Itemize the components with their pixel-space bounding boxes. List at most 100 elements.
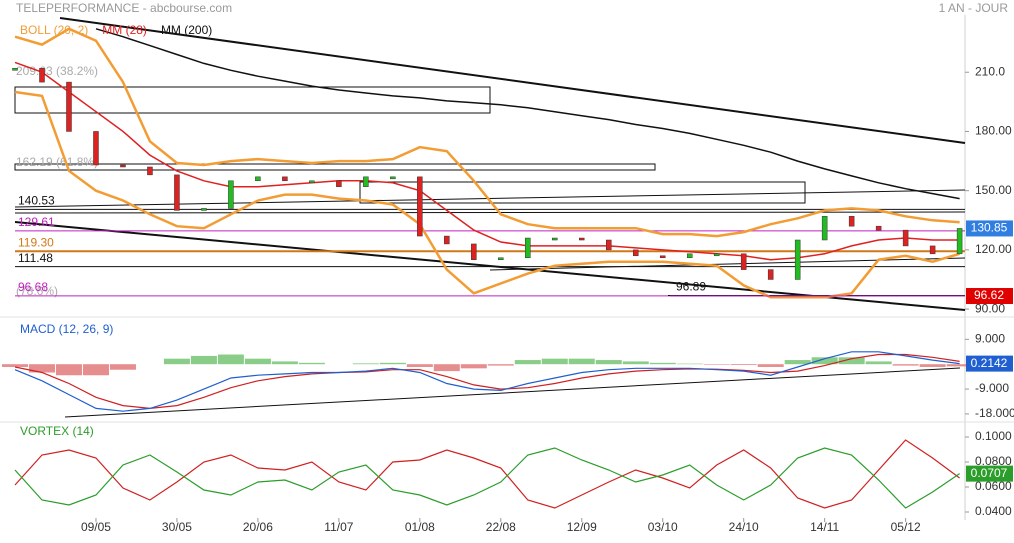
candle <box>255 176 261 182</box>
x-tick-label: 24/10 <box>729 520 759 534</box>
candle <box>659 255 666 259</box>
level-label: 96.68 <box>18 280 48 294</box>
price-tag-label: 96.62 <box>974 288 1004 302</box>
y-tick-label: 0.0400 <box>975 504 1012 518</box>
candle <box>848 216 855 227</box>
trend-line <box>59 17 966 144</box>
histogram-bar <box>163 358 190 365</box>
histogram-bar <box>217 354 244 365</box>
candle <box>956 228 963 255</box>
candle <box>767 269 774 280</box>
level-label: 111.48 <box>18 251 53 265</box>
candle <box>201 208 207 211</box>
histogram-bar <box>487 364 514 366</box>
histogram-bar <box>703 364 730 365</box>
price-tag-label: 130.85 <box>971 221 1008 235</box>
zone-box <box>14 163 656 171</box>
candle <box>336 180 342 187</box>
histogram-bar <box>514 360 541 365</box>
histogram-bar <box>541 358 568 365</box>
x-tick-label: 05/12 <box>891 520 921 534</box>
candle <box>93 131 99 166</box>
histogram-bar <box>109 364 136 370</box>
panel-title: MACD (12, 26, 9) <box>20 322 113 336</box>
histogram-bar <box>406 364 433 367</box>
vortex-plus-line <box>14 447 960 509</box>
histogram-bar <box>379 362 406 365</box>
signal-line <box>14 353 960 410</box>
y-tick-label: 90.00 <box>975 301 1005 315</box>
candle <box>632 249 639 257</box>
series-line <box>14 90 960 299</box>
candle <box>875 225 882 231</box>
price-tag-label: 0.0707 <box>971 466 1008 480</box>
histogram-bar <box>244 358 271 365</box>
histogram-bar <box>271 361 298 365</box>
low-label: 96.89 <box>676 280 706 294</box>
histogram-bar <box>676 363 703 365</box>
candle <box>606 239 612 251</box>
legend-entry: MM (200) <box>161 23 212 37</box>
price-tag <box>966 355 1013 372</box>
candle <box>174 174 180 211</box>
x-tick-label: 30/05 <box>162 520 192 534</box>
candle <box>120 164 126 168</box>
histogram-bar <box>757 364 784 367</box>
histogram-bar <box>568 358 595 365</box>
histogram-bar <box>28 364 55 373</box>
histogram-bar <box>811 357 838 365</box>
y-tick-label: 9.000 <box>975 332 1005 346</box>
histogram-bar <box>865 361 892 365</box>
histogram-bar <box>298 362 325 365</box>
panel-title: VORTEX (14) <box>20 424 94 438</box>
level-label: 140.53 <box>18 194 55 208</box>
candle <box>498 257 504 261</box>
histogram-bar <box>838 357 865 365</box>
x-tick-label: 22/08 <box>486 520 516 534</box>
zone-box <box>14 86 491 114</box>
histogram-bar <box>55 364 82 376</box>
candle <box>12 68 18 71</box>
legend-entry: MM (28) <box>102 23 147 37</box>
y-tick-label: 0.1000 <box>975 429 1012 443</box>
level-label: 129.61 <box>18 215 55 229</box>
histogram-bar <box>460 364 487 369</box>
candle <box>363 176 369 187</box>
histogram-bar <box>595 360 622 365</box>
y-tick-label: 210.0 <box>975 64 1005 78</box>
vortex-minus-line <box>14 439 960 509</box>
y-tick-label: 180.00 <box>975 124 1012 138</box>
series-line <box>14 27 960 238</box>
histogram-bar <box>433 364 460 372</box>
histogram-bar <box>649 362 676 365</box>
candle <box>929 245 936 255</box>
macd-line <box>14 351 960 412</box>
candle <box>39 68 45 83</box>
histogram-bar <box>919 364 946 367</box>
candle <box>66 81 72 132</box>
price-tag <box>966 220 1013 237</box>
legend-entry: BOLL (20, 2) <box>20 23 88 37</box>
level-label: 119.30 <box>18 235 54 249</box>
series-line <box>95 28 960 200</box>
histogram-bar <box>730 364 757 366</box>
x-tick-label: 11/07 <box>324 520 353 534</box>
candle <box>471 243 477 260</box>
candle <box>444 235 450 245</box>
candle <box>902 229 909 247</box>
y-tick-label: -18.000 <box>975 406 1014 420</box>
candle <box>525 237 531 259</box>
y-tick-label: 0.0600 <box>975 479 1012 493</box>
candle <box>282 176 288 182</box>
x-tick-label: 20/06 <box>243 520 273 534</box>
x-tick-label: 09/05 <box>81 520 111 534</box>
histogram-bar <box>190 355 217 365</box>
trend-line <box>14 211 966 214</box>
histogram-bar <box>892 364 919 366</box>
candle <box>579 237 585 241</box>
price-tag-label: 0.2142 <box>971 356 1008 370</box>
y-tick-label: 120.00 <box>975 242 1012 256</box>
price-tag <box>966 465 1013 482</box>
y-tick-label: 0.0800 <box>975 454 1012 468</box>
y-tick-label: 150.00 <box>975 183 1012 197</box>
